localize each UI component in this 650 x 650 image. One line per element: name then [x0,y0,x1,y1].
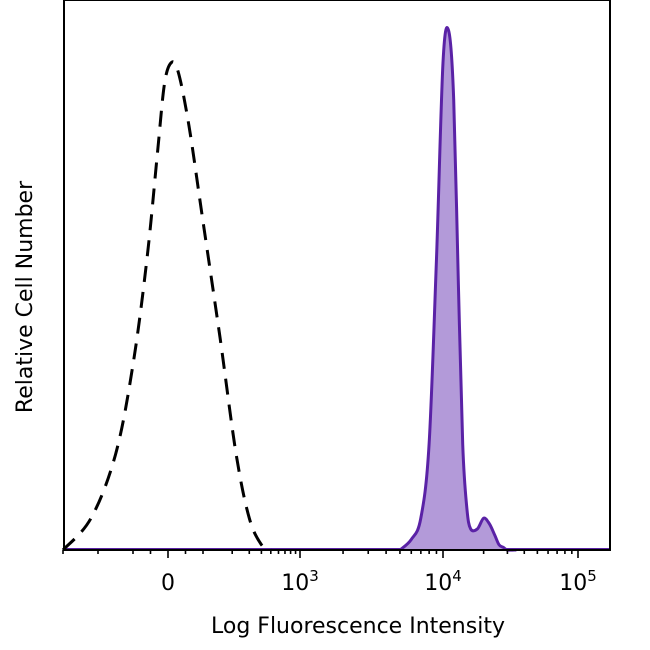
x-tick-label: 0 [161,571,175,596]
x-tick-label: 105 [559,567,597,596]
sample-histogram-line [398,26,517,552]
control-histogram-line [61,60,272,552]
x-tick-label: 103 [281,567,319,596]
series-layer [61,26,610,552]
x-axis-title: Log Fluorescence Intensity [211,614,505,639]
x-axis-ticks: 0 103 104 105 [62,550,597,596]
y-axis-title: Relative Cell Number [13,180,38,413]
plot-frame [63,0,611,551]
x-tick-label: 104 [424,567,462,596]
